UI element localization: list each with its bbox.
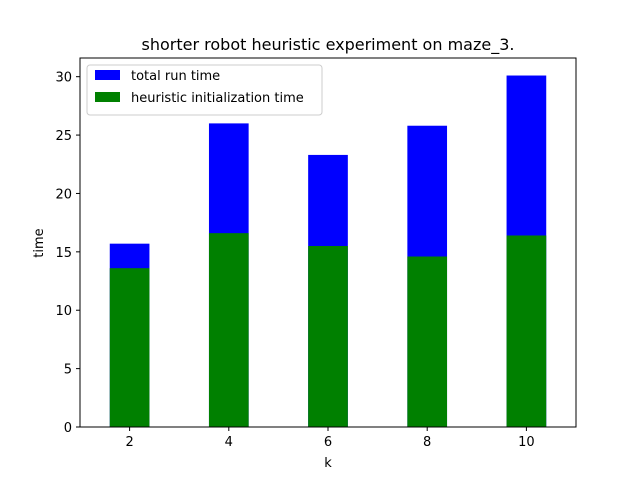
- y-tick-label: 20: [55, 187, 72, 202]
- bar-heuristic-initialization-time-k2: [109, 268, 150, 427]
- chart-title: shorter robot heuristic experiment on ma…: [142, 35, 515, 55]
- legend-label-heuristic-initialization-time: heuristic initialization time: [131, 91, 304, 106]
- x-tick-label: 8: [423, 435, 431, 450]
- y-tick-label: 10: [55, 304, 72, 319]
- legend-box: [86, 64, 323, 116]
- y-tick-label: 15: [55, 246, 72, 261]
- y-tick-label: 25: [55, 129, 72, 144]
- x-axis-label: k: [324, 456, 332, 471]
- legend-swatch-heuristic-initialization-time: [95, 92, 120, 102]
- y-axis-label: time: [32, 228, 47, 257]
- bar-heuristic-initialization-time-k6: [308, 246, 348, 427]
- bar-heuristic-initialization-time-k10: [506, 235, 547, 427]
- y-tick-label: 0: [64, 421, 72, 436]
- legend-swatch-total-run-time: [95, 70, 120, 80]
- bar-heuristic-initialization-time-k8: [407, 256, 448, 427]
- x-tick-label: 4: [225, 435, 233, 450]
- legend: total run time heuristic initialization …: [86, 64, 323, 116]
- bar-heuristic-initialization-time-k4: [208, 233, 249, 427]
- y-axis-ticks: 0 5 10 15 20 25 30: [55, 71, 80, 436]
- y-tick-label: 5: [64, 363, 72, 378]
- x-tick-label: 6: [324, 435, 332, 450]
- legend-label-total-run-time: total run time: [131, 69, 220, 84]
- x-tick-label: 2: [125, 435, 133, 450]
- x-tick-label: 10: [518, 435, 535, 450]
- x-axis-ticks: 2 4 6 8 10: [125, 427, 535, 450]
- y-tick-label: 30: [55, 71, 72, 86]
- bars-layer: [109, 75, 547, 428]
